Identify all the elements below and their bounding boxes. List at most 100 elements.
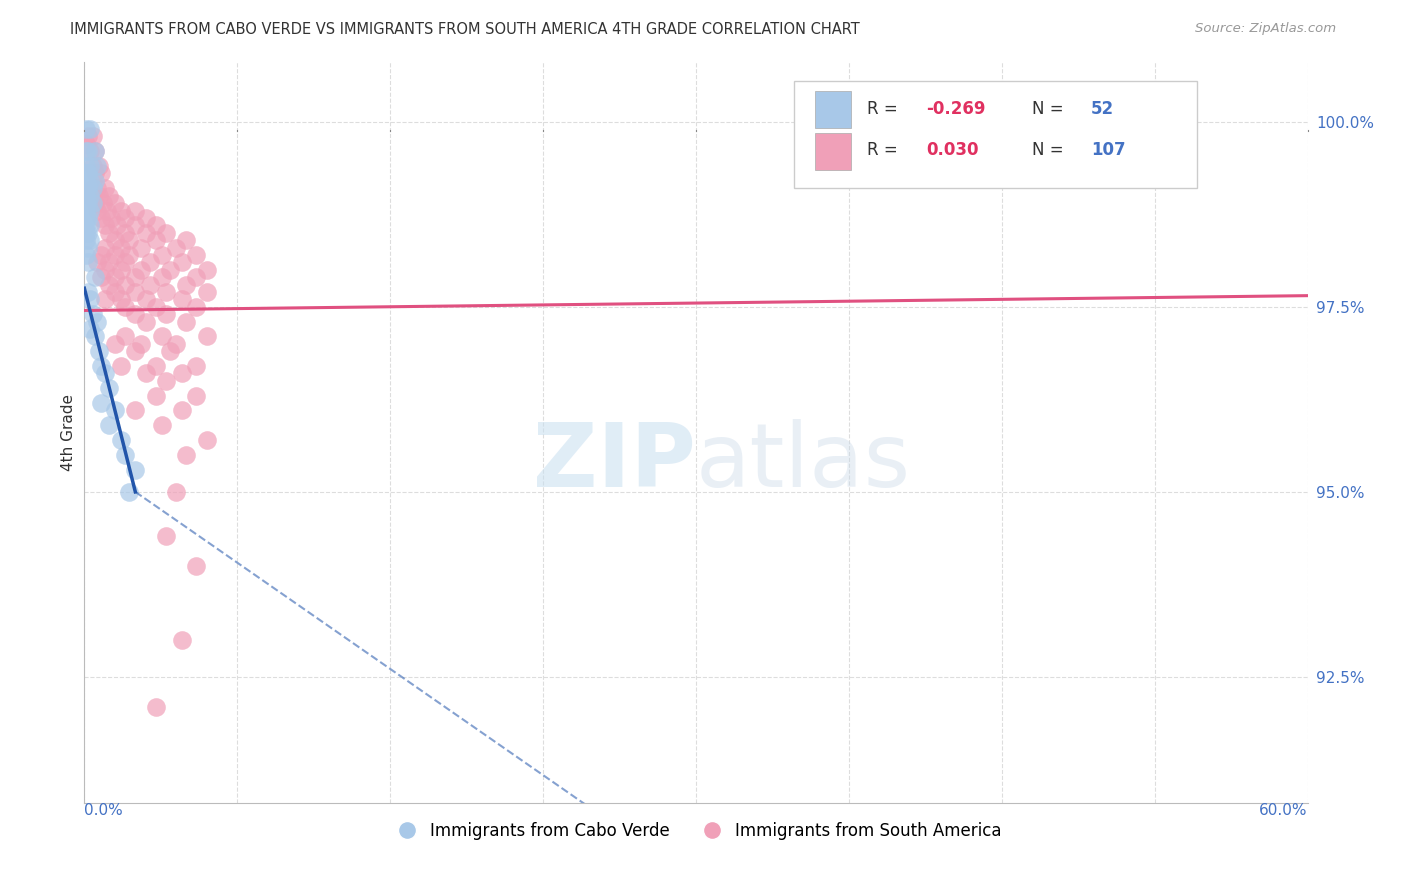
Point — [186, 389, 208, 403]
Point — [150, 248, 173, 262]
Point — [77, 226, 100, 240]
Text: R =: R = — [868, 141, 903, 159]
Point — [93, 241, 115, 255]
Point — [138, 277, 160, 292]
Point — [82, 307, 104, 321]
Bar — [814, 133, 851, 169]
Text: N =: N = — [1032, 100, 1069, 118]
Point — [86, 255, 108, 269]
Point — [86, 203, 108, 218]
Point — [110, 262, 132, 277]
Point — [124, 285, 146, 299]
Point — [165, 241, 187, 255]
Point — [83, 270, 105, 285]
Point — [124, 344, 146, 359]
Point — [87, 159, 110, 173]
Point — [86, 315, 108, 329]
Point — [75, 226, 97, 240]
Point — [82, 181, 104, 195]
Point — [172, 293, 194, 307]
Point — [155, 307, 177, 321]
Point — [104, 403, 127, 417]
Point — [77, 196, 100, 211]
Point — [75, 145, 97, 159]
Point — [77, 145, 100, 159]
Point — [159, 344, 181, 359]
Text: 52: 52 — [1091, 100, 1114, 118]
Point — [90, 396, 112, 410]
Point — [124, 463, 146, 477]
Point — [83, 174, 105, 188]
Point — [97, 226, 120, 240]
Point — [79, 159, 101, 173]
Point — [145, 699, 167, 714]
Point — [135, 226, 157, 240]
Legend: Immigrants from Cabo Verde, Immigrants from South America: Immigrants from Cabo Verde, Immigrants f… — [384, 815, 1008, 847]
Point — [110, 241, 132, 255]
Point — [114, 329, 136, 343]
Point — [77, 129, 100, 144]
Text: atlas: atlas — [696, 418, 911, 506]
Y-axis label: 4th Grade: 4th Grade — [60, 394, 76, 471]
Point — [82, 129, 104, 144]
Point — [75, 181, 97, 195]
Text: ZIP: ZIP — [533, 418, 696, 506]
Point — [79, 219, 101, 233]
Point — [83, 145, 105, 159]
Point — [75, 188, 97, 202]
Point — [79, 322, 101, 336]
Point — [77, 255, 100, 269]
Point — [145, 233, 167, 247]
Point — [150, 329, 173, 343]
Point — [174, 233, 197, 247]
Point — [145, 389, 167, 403]
Point — [118, 484, 141, 499]
Point — [172, 403, 194, 417]
Point — [83, 145, 105, 159]
Point — [114, 277, 136, 292]
Point — [93, 181, 115, 195]
Point — [75, 211, 97, 225]
Point — [97, 277, 120, 292]
Point — [93, 219, 115, 233]
Point — [75, 219, 97, 233]
Point — [186, 248, 208, 262]
Point — [150, 418, 173, 433]
Point — [87, 188, 110, 202]
Point — [186, 270, 208, 285]
Point — [90, 211, 112, 225]
Point — [86, 159, 108, 173]
Point — [96, 203, 118, 218]
Point — [138, 255, 160, 269]
Point — [114, 211, 136, 225]
Point — [79, 293, 101, 307]
Point — [124, 403, 146, 417]
Point — [82, 196, 104, 211]
Point — [104, 270, 127, 285]
Point — [79, 145, 101, 159]
Text: 60.0%: 60.0% — [1260, 803, 1308, 818]
Point — [77, 241, 100, 255]
Point — [186, 300, 208, 314]
Point — [83, 196, 105, 211]
Point — [75, 233, 97, 247]
Point — [77, 211, 100, 225]
Point — [155, 374, 177, 388]
Point — [172, 367, 194, 381]
Point — [79, 122, 101, 136]
Point — [174, 315, 197, 329]
Point — [75, 248, 97, 262]
Point — [195, 329, 218, 343]
Point — [79, 233, 101, 247]
Point — [105, 219, 128, 233]
Point — [79, 188, 101, 202]
Point — [131, 241, 153, 255]
Point — [77, 181, 100, 195]
Point — [114, 300, 136, 314]
Text: 107: 107 — [1091, 141, 1126, 159]
Point — [165, 336, 187, 351]
Point — [110, 359, 132, 373]
Point — [83, 167, 105, 181]
Point — [114, 226, 136, 240]
Point — [131, 336, 153, 351]
